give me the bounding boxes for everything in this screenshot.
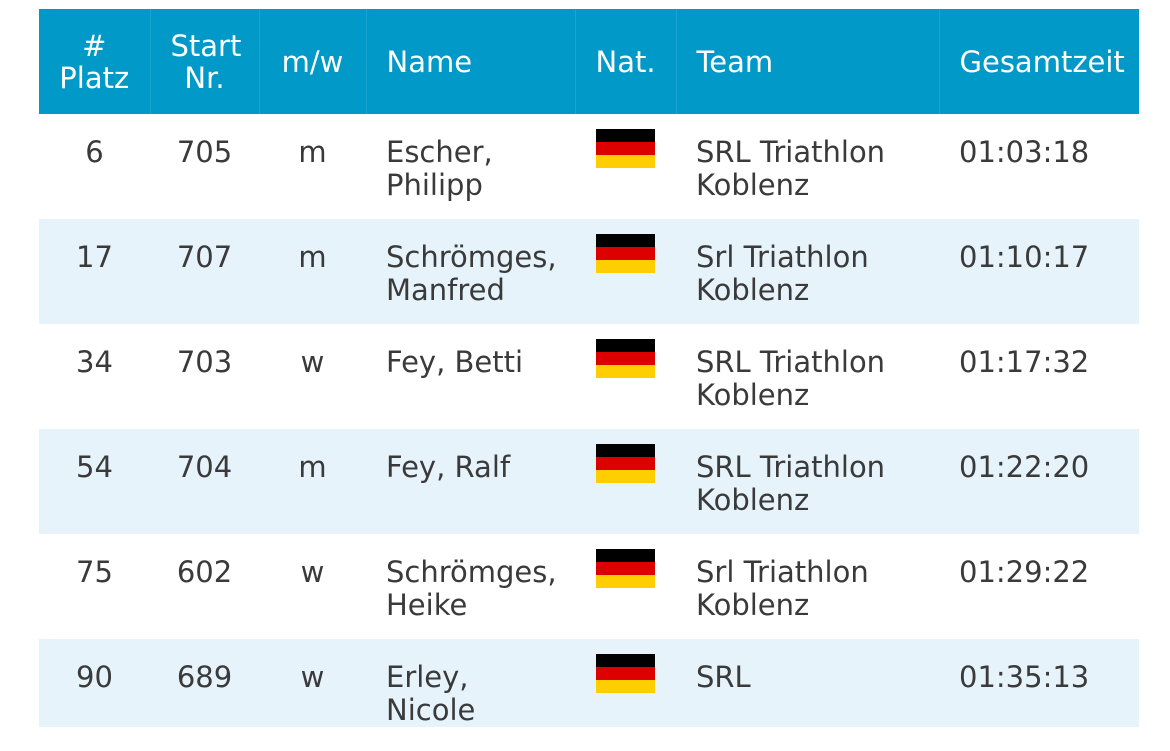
cell-time: 01:03:18 <box>959 135 1090 169</box>
cell-time: 01:35:13 <box>939 639 1139 727</box>
cell-time: 01:17:32 <box>959 345 1090 379</box>
cell-name: Schrömges, Manfred <box>366 219 575 324</box>
cell-name: Escher, Philipp <box>386 135 493 202</box>
cell-name: Fey, Ralf <box>366 429 575 534</box>
german-flag-icon <box>596 339 655 378</box>
cell-nat <box>575 114 676 219</box>
column-header-platz-label: # Platz <box>59 28 130 95</box>
cell-team: Srl Triathlon Koblenz <box>696 555 869 622</box>
german-flag-icon <box>596 234 655 273</box>
cell-gender: m <box>259 219 366 324</box>
table-row[interactable]: 6 705 m Escher, Philipp SRL Triathlon Ko… <box>39 114 1139 219</box>
results-table: # Platz Start Nr. m/w Name Nat. Team Ges… <box>39 9 1139 727</box>
cell-time: 01:10:17 <box>939 219 1139 324</box>
column-header-platz[interactable]: # Platz <box>39 9 151 114</box>
cell-name: Erley, Nicole <box>366 639 575 727</box>
cell-nat <box>575 219 676 324</box>
table-row[interactable]: 17 707 m Schrömges, Manfred Srl Triathlo… <box>39 219 1139 324</box>
cell-team: Srl Triathlon Koblenz <box>676 219 939 324</box>
cell-start-nr: 704 <box>150 429 259 534</box>
cell-gender: w <box>259 639 366 727</box>
german-flag-icon <box>596 444 655 483</box>
cell-platz: 6 <box>85 135 104 169</box>
table-row[interactable]: 54 704 m Fey, Ralf SRL Triathlon Koblenz… <box>39 429 1139 534</box>
column-header-gesamtzeit-label: Gesamtzeit <box>959 44 1125 79</box>
table-row[interactable]: 34 703 w Fey, Betti SRL Triathlon Koblen… <box>39 324 1139 429</box>
column-header-team[interactable]: Team <box>676 9 940 114</box>
cell-platz: 17 <box>39 219 150 324</box>
cell-platz: 54 <box>39 429 150 534</box>
column-header-start-nr-label: Start Nr. <box>170 28 242 95</box>
cell-team: SRL <box>676 639 939 727</box>
cell-name: Fey, Betti <box>386 345 524 379</box>
column-header-name[interactable]: Name <box>366 9 576 114</box>
table-row[interactable]: 75 602 w Schrömges, Heike Srl Triathlon … <box>39 534 1139 639</box>
header-row: # Platz Start Nr. m/w Name Nat. Team Ges… <box>39 9 1139 114</box>
table-row[interactable]: 90 689 w Erley, Nicole SRL 01:35:13 <box>39 639 1139 727</box>
column-header-team-label: Team <box>696 44 774 79</box>
german-flag-icon <box>596 129 655 168</box>
cell-time: 01:22:20 <box>939 429 1139 534</box>
cell-platz: 75 <box>76 555 113 589</box>
column-header-gender[interactable]: m/w <box>259 9 367 114</box>
cell-platz: 34 <box>76 345 113 379</box>
cell-start-nr: 707 <box>150 219 259 324</box>
cell-name: Schrömges, Heike <box>386 555 557 622</box>
cell-gender: w <box>300 555 325 589</box>
cell-start-nr: 602 <box>176 555 233 589</box>
column-header-name-label: Name <box>386 44 473 79</box>
column-header-nat[interactable]: Nat. <box>575 9 677 114</box>
cell-nat <box>575 639 676 727</box>
cell-gender: m <box>259 429 366 534</box>
cell-team: SRL Triathlon Koblenz <box>676 429 939 534</box>
cell-start-nr: 705 <box>176 135 233 169</box>
column-header-gender-label: m/w <box>281 44 344 79</box>
column-header-gesamtzeit[interactable]: Gesamtzeit <box>939 9 1139 114</box>
cell-time: 01:29:22 <box>959 555 1090 589</box>
german-flag-icon <box>596 654 655 693</box>
cell-platz: 90 <box>39 639 150 727</box>
german-flag-icon <box>596 549 655 588</box>
column-header-nat-label: Nat. <box>595 44 656 79</box>
cell-gender: m <box>298 135 327 169</box>
cell-nat <box>575 429 676 534</box>
cell-gender: w <box>300 345 325 379</box>
cell-team: SRL Triathlon Koblenz <box>696 345 886 412</box>
cell-start-nr: 689 <box>150 639 259 727</box>
cell-nat <box>575 324 676 429</box>
cell-team: SRL Triathlon Koblenz <box>696 135 886 202</box>
cell-nat <box>575 534 676 639</box>
column-header-start-nr[interactable]: Start Nr. <box>150 9 260 114</box>
cell-start-nr: 703 <box>176 345 233 379</box>
